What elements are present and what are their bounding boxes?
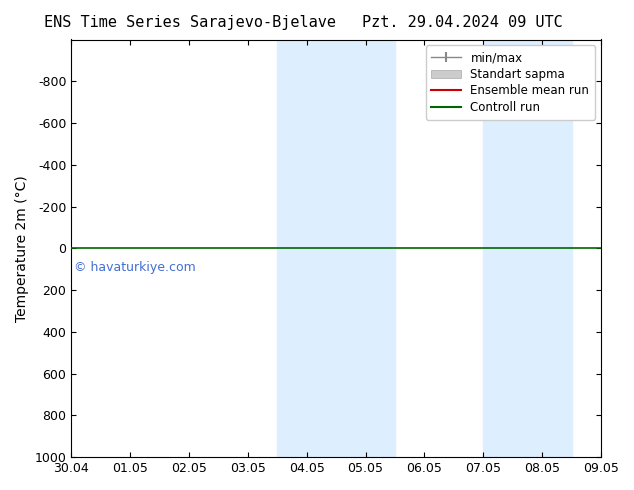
Text: ENS Time Series Sarajevo-Bjelave: ENS Time Series Sarajevo-Bjelave bbox=[44, 15, 336, 30]
Text: © havaturkiye.com: © havaturkiye.com bbox=[74, 261, 196, 274]
Bar bbox=[277, 40, 395, 457]
Text: Pzt. 29.04.2024 09 UTC: Pzt. 29.04.2024 09 UTC bbox=[363, 15, 563, 30]
Y-axis label: Temperature 2m (°C): Temperature 2m (°C) bbox=[15, 175, 29, 322]
Legend: min/max, Standart sapma, Ensemble mean run, Controll run: min/max, Standart sapma, Ensemble mean r… bbox=[425, 46, 595, 120]
Bar bbox=[483, 40, 572, 457]
